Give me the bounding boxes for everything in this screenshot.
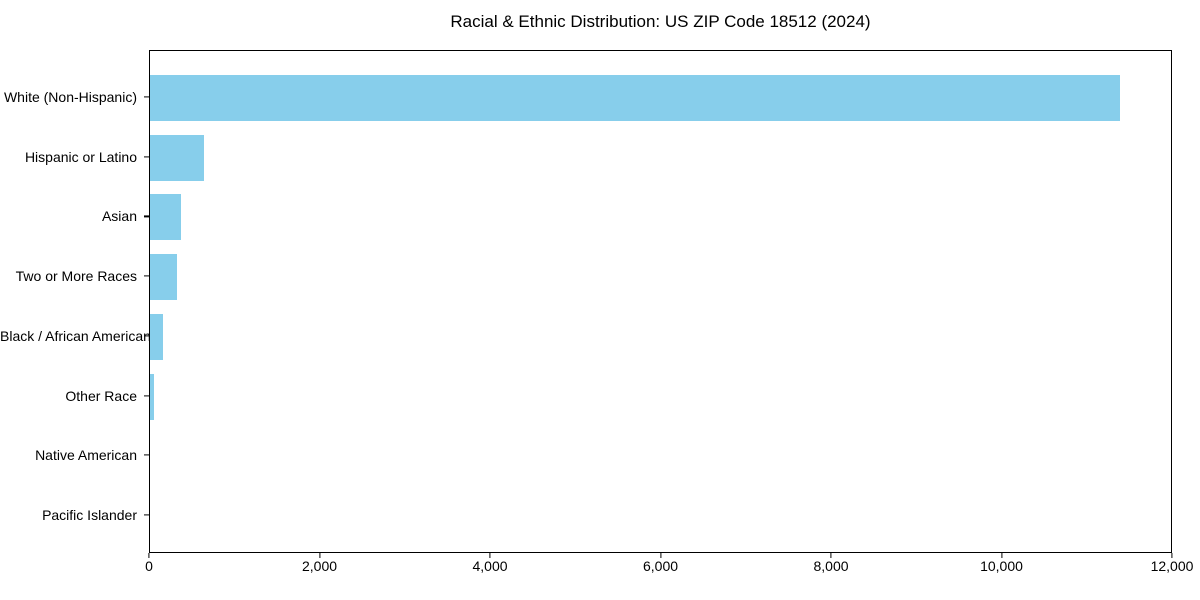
x-tick-label: 10,000 xyxy=(980,558,1023,574)
y-tick-mark xyxy=(144,394,149,397)
y-tick-label: Black / African American xyxy=(0,327,151,344)
y-tick-mark xyxy=(144,96,149,98)
y-tick-label: Native American xyxy=(35,447,137,464)
y-tick-label: Asian xyxy=(101,208,137,225)
y-tick-label: Pacific Islander xyxy=(42,506,137,523)
x-tick-label: 6,000 xyxy=(642,558,679,574)
bar-black-african-american xyxy=(150,313,163,360)
bar-asian xyxy=(150,194,181,241)
y-tick-mark xyxy=(144,514,149,516)
bar-hispanic-or-latino xyxy=(150,134,204,181)
y-tick-mark xyxy=(144,275,149,277)
bar-other-race xyxy=(150,373,155,420)
x-tick-label: 8,000 xyxy=(813,558,849,574)
x-tick-label: 12,000 xyxy=(1150,558,1194,574)
x-tick-mark xyxy=(148,553,150,558)
x-tick-mark xyxy=(1000,553,1003,558)
y-tick-mark xyxy=(144,156,149,158)
y-tick-label: Two or More Races xyxy=(15,268,137,285)
bar-white-non-hispanic xyxy=(150,75,1120,121)
x-tick-mark xyxy=(830,553,832,558)
y-tick-mark xyxy=(144,335,149,337)
y-tick-label: Other Race xyxy=(65,387,137,404)
x-tick-mark xyxy=(318,553,321,558)
y-tick-mark xyxy=(144,215,149,217)
y-tick-mark xyxy=(144,454,149,456)
x-tick-label: 0 xyxy=(145,558,153,574)
plot-area xyxy=(149,50,1172,553)
x-tick-mark xyxy=(1171,553,1173,558)
x-tick-label: 2,000 xyxy=(301,558,338,574)
x-tick-mark xyxy=(659,553,662,558)
chart-title: Racial & Ethnic Distribution: US ZIP Cod… xyxy=(450,12,871,31)
y-tick-label: Hispanic or Latino xyxy=(24,148,137,165)
x-tick-mark xyxy=(489,553,491,558)
y-tick-label: White (Non-Hispanic) xyxy=(3,89,137,105)
x-tick-label: 4,000 xyxy=(472,558,508,574)
bar-two-or-more-races xyxy=(150,254,178,301)
